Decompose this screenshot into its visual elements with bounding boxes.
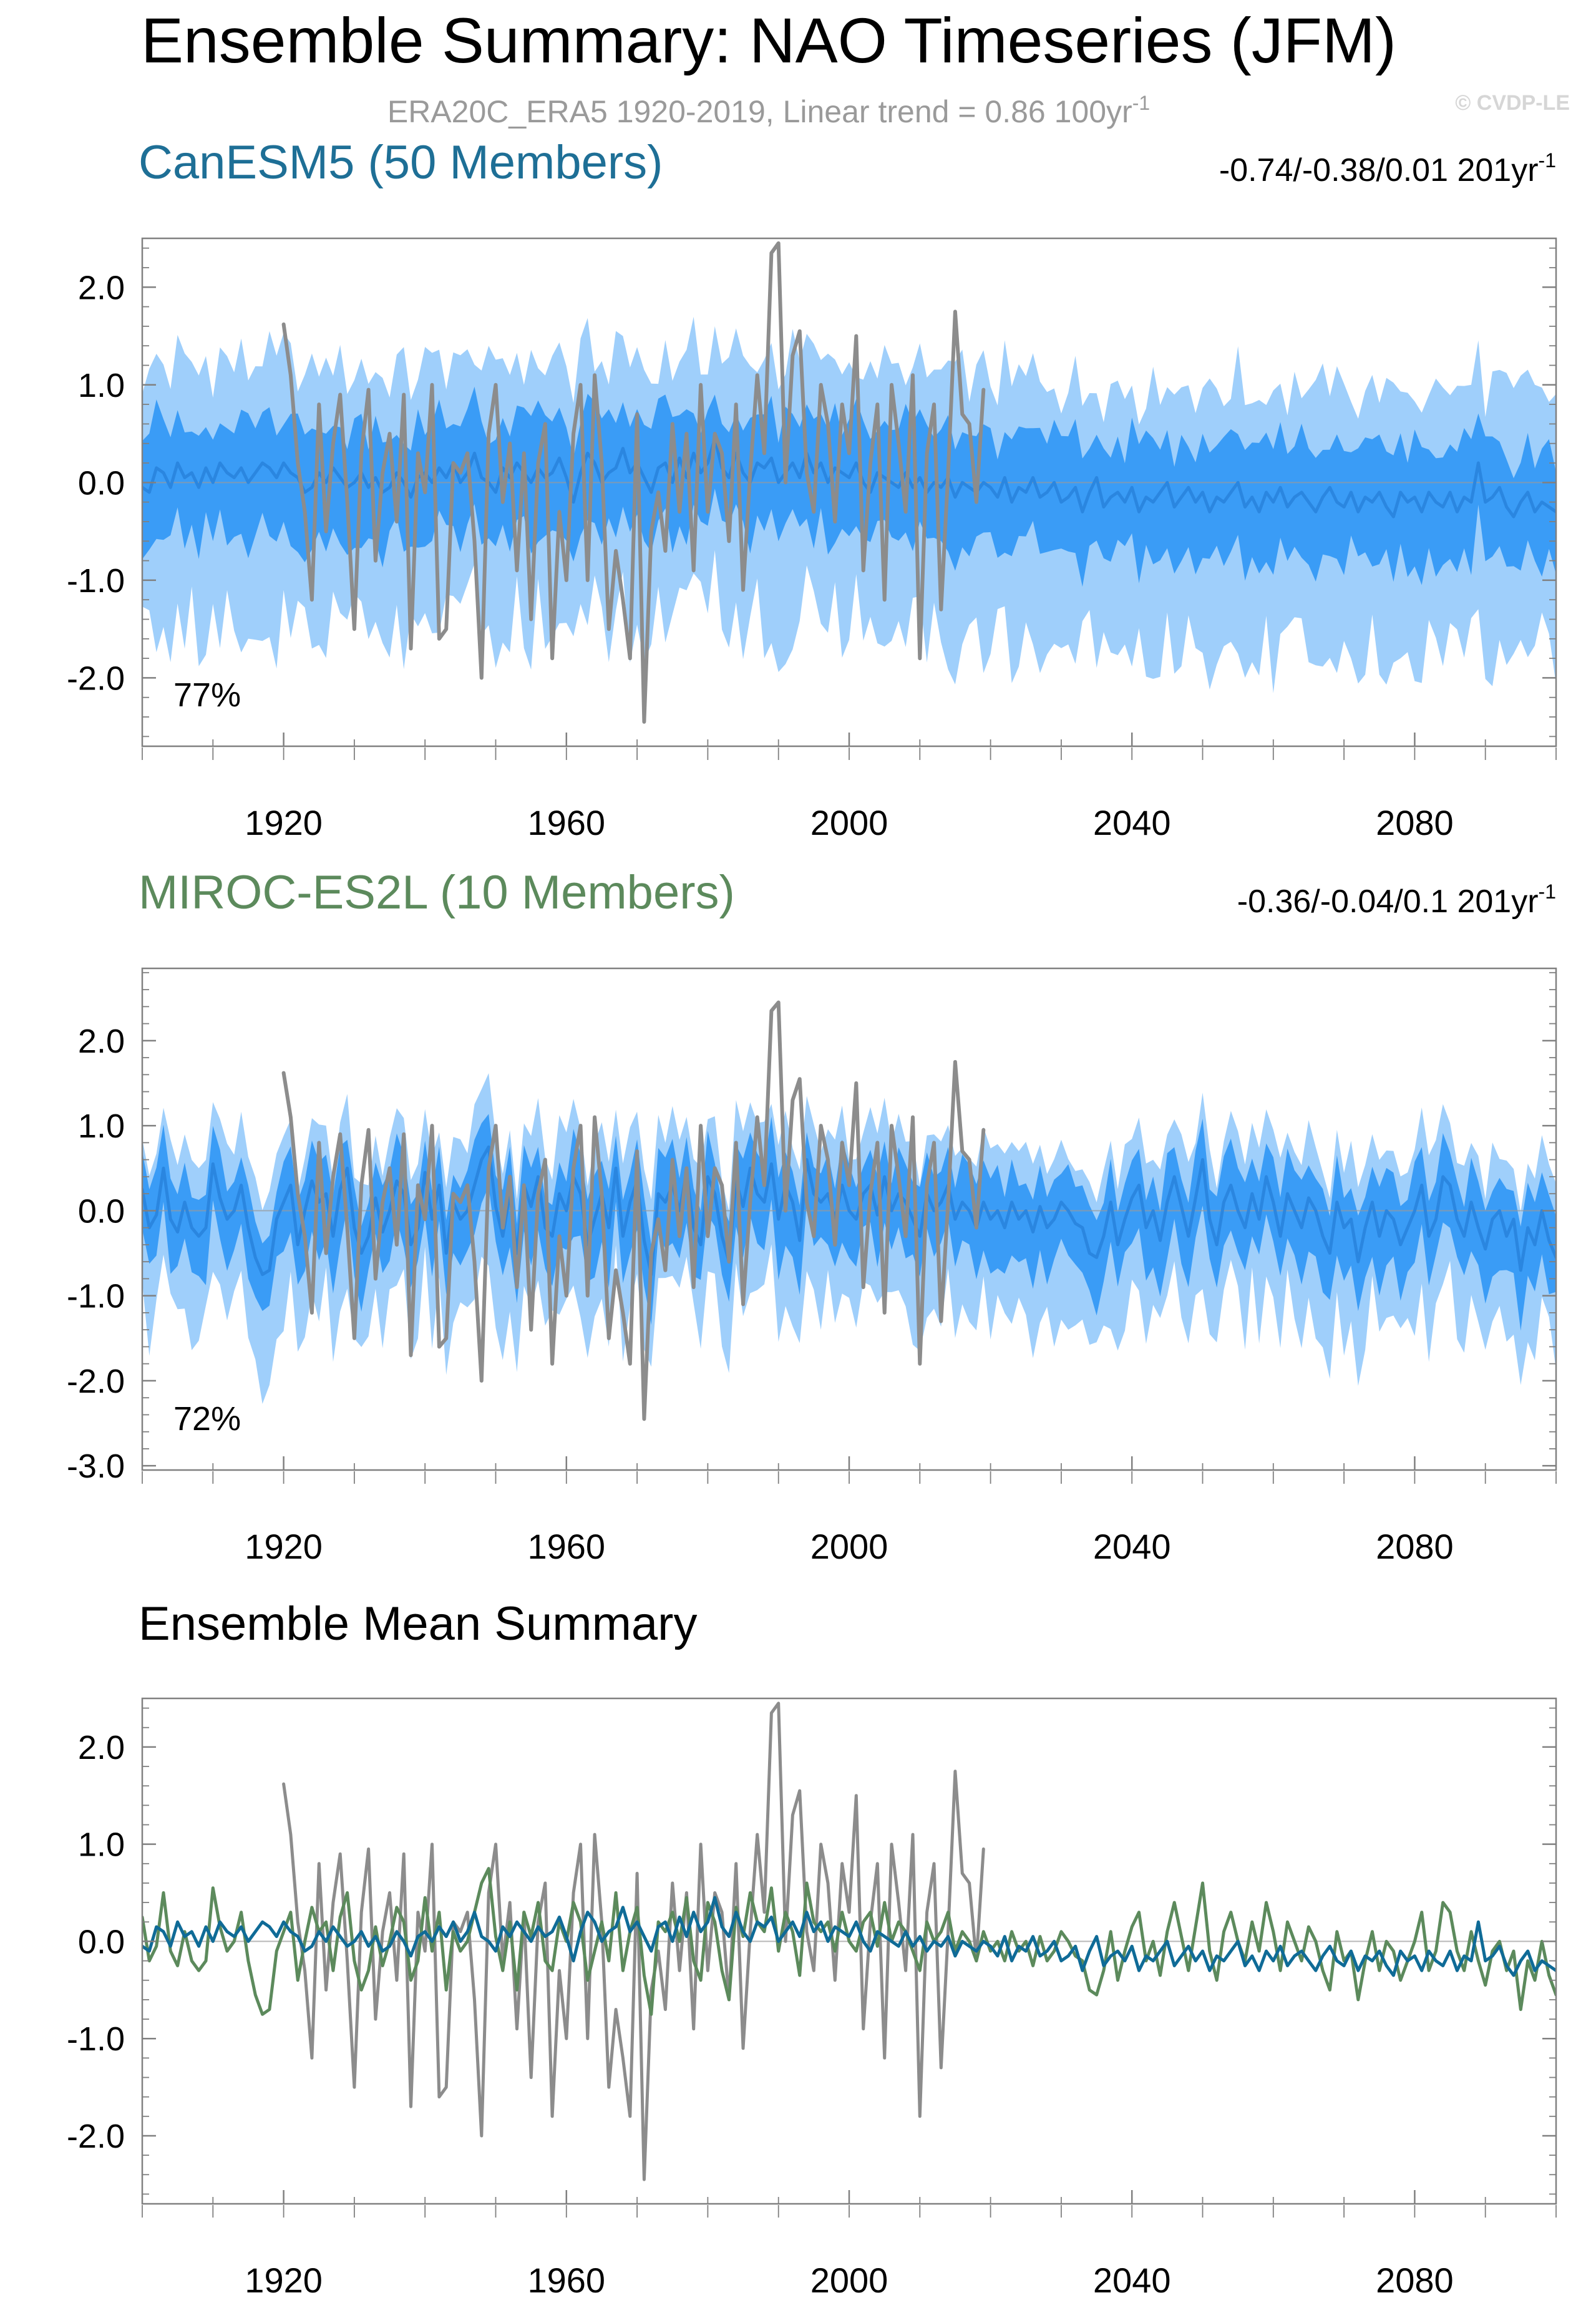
canesm5-mean-line <box>142 1896 1556 1977</box>
panel-title-ensemble-mean: Ensemble Mean Summary <box>139 1597 697 1650</box>
y-tick-label: -1.0 <box>67 1278 125 1315</box>
panel-miroc-es2l: MIROC-ES2L (10 Members) -0.36/-0.04/0.1 … <box>67 866 1557 1566</box>
miroc-es2l-ensemble-mean-line <box>142 1145 1556 1277</box>
y-tick-label: 1.0 <box>78 1108 125 1145</box>
y-tick-label: -2.0 <box>67 1363 125 1400</box>
panel-ensemble-mean-summary: Ensemble Mean Summary 2.0 1.0 0.0 -1.0 -2.0 1… <box>67 1597 1557 2300</box>
panel-title-miroc-es2l: MIROC-ES2L (10 Members) <box>139 866 735 919</box>
y-tick-label: -1.0 <box>67 2020 125 2058</box>
y-tick-label: 2.0 <box>78 1729 125 1766</box>
observations-line <box>281 241 986 724</box>
y-tick-label: -2.0 <box>67 660 125 697</box>
x-tick-label: 1960 <box>528 803 606 842</box>
x-tick-label: 2000 <box>810 803 888 842</box>
ensemble-band-25-75 <box>142 386 1556 587</box>
x-tick-label: 2040 <box>1093 1527 1171 1566</box>
plot-area-miroc-es2l: 2.0 1.0 0.0 -1.0 -2.0 -3.0 1920 1960 2000 2040 208… <box>67 967 1557 1566</box>
plot-area-ensemble-mean: 2.0 1.0 0.0 -1.0 -2.0 1920 1960 2000 2040 2080 <box>67 1697 1557 2300</box>
x-tick-label: 2040 <box>1093 2261 1171 2300</box>
trend-miroc-es2l: -0.36/-0.04/0.1 201yr-1 <box>1237 880 1556 920</box>
x-tick-label: 2080 <box>1376 2261 1454 2300</box>
percent-label: 77% <box>173 676 241 714</box>
x-tick-label: 2000 <box>810 1527 888 1566</box>
x-tick-label: 2080 <box>1376 803 1454 842</box>
y-tick-label: -2.0 <box>67 2118 125 2155</box>
plot-area-canesm5: 2.0 1.0 0.0 -1.0 -2.0 1920 1960 2000 2040 2080 77% <box>67 237 1557 842</box>
plot-clip-group <box>142 1000 1556 1421</box>
observations-line <box>281 1000 986 1421</box>
y-tick-label: 0.0 <box>78 1192 125 1230</box>
x-tick-label: 1920 <box>245 1527 323 1566</box>
panel-title-canesm5: CanESM5 (50 Members) <box>139 136 663 189</box>
plot-clip-group <box>142 241 1556 724</box>
page-subtitle: ERA20C_ERA5 1920-2019, Linear trend = 0.… <box>387 92 1150 129</box>
x-tick-label: 2080 <box>1376 1527 1454 1566</box>
y-tick-label: -3.0 <box>67 1448 125 1485</box>
trend-canesm5: -0.74/-0.38/0.01 201yr-1 <box>1219 149 1556 188</box>
x-tick-label: 1920 <box>245 2261 323 2300</box>
panel-canesm5: CanESM5 (50 Members) -0.74/-0.38/0.01 20… <box>67 136 1557 842</box>
x-tick-label: 1960 <box>528 2261 606 2300</box>
percent-label: 72% <box>173 1400 241 1438</box>
page-title: Ensemble Summary: NAO Timeseries (JFM) <box>141 5 1396 76</box>
x-tick-label: 2040 <box>1093 803 1171 842</box>
x-tick-label: 2000 <box>810 2261 888 2300</box>
y-tick-label: 0.0 <box>78 464 125 502</box>
y-tick-label: 2.0 <box>78 1023 125 1060</box>
watermark: © CVDP-LE <box>1455 91 1570 115</box>
y-tick-label: 0.0 <box>78 1923 125 1960</box>
x-tick-label: 1960 <box>528 1527 606 1566</box>
y-tick-label: -1.0 <box>67 562 125 600</box>
y-tick-label: 2.0 <box>78 269 125 306</box>
y-tick-label: 1.0 <box>78 367 125 404</box>
x-tick-label: 1920 <box>245 803 323 842</box>
plot-clip-group <box>142 1702 1556 2181</box>
y-tick-label: 1.0 <box>78 1826 125 1864</box>
